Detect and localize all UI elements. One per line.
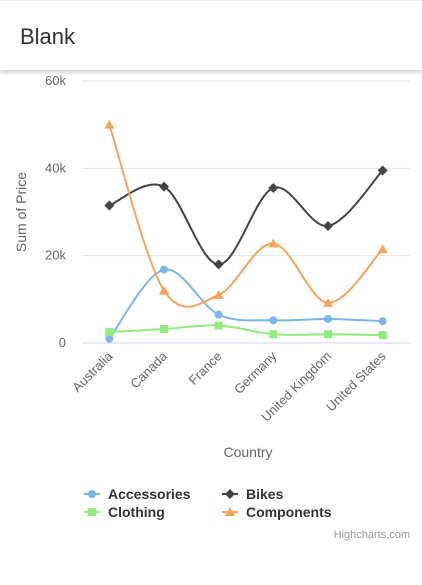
legend-label: Components	[246, 504, 332, 520]
legend-label: Clothing	[108, 504, 165, 520]
chart-container: 0 20k 40k 60k Australia Canada France Germany U…	[0, 70, 422, 580]
data-point-clothing[interactable]	[214, 321, 223, 330]
y-axis-ticks: 0 20k 40k 60k	[45, 73, 66, 350]
series-bikes	[104, 165, 388, 270]
y-tick-label: 60k	[45, 73, 66, 88]
series-components	[104, 119, 388, 308]
data-point-bikes[interactable]	[159, 181, 169, 192]
data-point-bikes[interactable]	[323, 220, 333, 231]
legend-label: Accessories	[108, 486, 191, 502]
x-tick-label: Germany	[231, 348, 280, 397]
y-tick-label: 0	[59, 335, 66, 350]
data-point-components[interactable]	[323, 297, 333, 307]
data-point-accessories[interactable]	[214, 310, 223, 319]
legend-item-accessories[interactable]: Accessories	[84, 486, 191, 502]
header-bar: Blank	[0, 0, 422, 70]
series-clothing	[105, 321, 387, 340]
legend: Accessories Bikes Clothing Components	[84, 486, 332, 520]
series-lines	[104, 119, 388, 343]
series-line-clothing	[109, 324, 383, 337]
data-point-bikes[interactable]	[377, 165, 388, 176]
y-axis-title: Sum of Price	[13, 172, 29, 252]
data-point-accessories[interactable]	[269, 316, 278, 325]
legend-symbol-components	[225, 507, 235, 516]
grid-lines	[82, 80, 410, 344]
legend-item-components[interactable]: Components	[222, 504, 332, 520]
data-point-clothing[interactable]	[269, 330, 278, 339]
data-point-clothing[interactable]	[324, 330, 332, 339]
series-line-components	[108, 124, 384, 308]
data-point-clothing[interactable]	[378, 331, 387, 340]
series-line-accessories	[108, 268, 383, 340]
data-point-accessories[interactable]	[324, 314, 332, 323]
legend-symbol-clothing	[88, 508, 96, 516]
y-tick-label: 40k	[45, 160, 66, 175]
series-line-bikes	[108, 169, 384, 266]
data-point-components[interactable]	[104, 119, 115, 129]
legend-symbol-bikes	[225, 489, 235, 499]
x-tick-label: Canada	[127, 348, 170, 391]
legend-label: Bikes	[246, 486, 284, 502]
legend-item-clothing[interactable]: Clothing	[84, 504, 165, 520]
page-title: Blank	[20, 24, 76, 49]
data-point-bikes[interactable]	[104, 200, 115, 211]
data-point-components[interactable]	[213, 289, 224, 299]
data-point-clothing[interactable]	[105, 328, 114, 337]
legend-item-bikes[interactable]: Bikes	[222, 486, 284, 502]
x-tick-label: France	[186, 349, 225, 388]
y-tick-label: 20k	[45, 248, 66, 263]
x-tick-label: Australia	[69, 348, 116, 395]
data-point-bikes[interactable]	[213, 259, 224, 270]
data-point-components[interactable]	[159, 285, 169, 295]
data-point-bikes[interactable]	[268, 182, 279, 193]
data-point-components[interactable]	[268, 238, 279, 248]
data-point-clothing[interactable]	[160, 325, 168, 334]
legend-symbol-accessories	[88, 490, 96, 498]
x-axis-title: Country	[223, 444, 272, 460]
credits-link[interactable]: Highcharts.com	[334, 529, 410, 541]
data-point-components[interactable]	[377, 244, 388, 254]
series-accessories	[105, 265, 387, 343]
data-point-accessories[interactable]	[105, 334, 114, 343]
data-point-accessories[interactable]	[160, 265, 168, 274]
data-point-accessories[interactable]	[378, 317, 387, 326]
